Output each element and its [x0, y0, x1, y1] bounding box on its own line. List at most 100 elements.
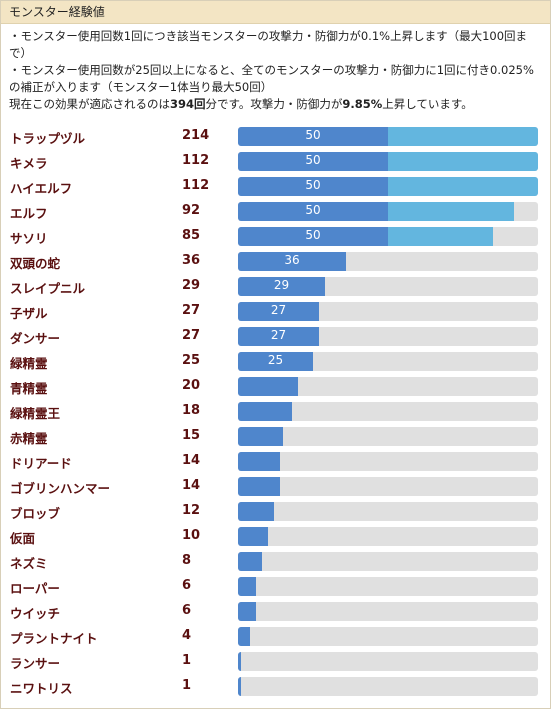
- monster-count: 8: [182, 553, 192, 568]
- monster-row: 緑精霊 25 25: [1, 349, 550, 374]
- monster-count: 12: [182, 503, 201, 518]
- usage-bar: [238, 452, 538, 471]
- usage-bar-secondary: [388, 202, 514, 221]
- monster-row: ウイッチ 6: [1, 599, 550, 624]
- usage-bar-primary: [238, 177, 388, 196]
- usage-bar: [238, 652, 538, 671]
- monster-count: 14: [182, 453, 201, 468]
- usage-bar-primary: [238, 327, 319, 346]
- monster-name: エルフ: [10, 206, 48, 221]
- usage-bar-label: 50: [305, 178, 321, 192]
- monster-count: 29: [182, 278, 201, 293]
- monster-row: ブロッブ 12: [1, 499, 550, 524]
- effect-percent: 9.85%: [342, 97, 383, 111]
- desc-line-3-mid: 分です。攻撃力・防御力が: [205, 97, 343, 111]
- usage-bar: [238, 502, 538, 521]
- monster-name: 青精霊: [10, 381, 48, 396]
- usage-bar-primary: [238, 577, 256, 596]
- usage-bar-primary: [238, 602, 256, 621]
- monster-count: 112: [182, 178, 210, 193]
- monster-name: ゴブリンハンマー: [10, 481, 111, 496]
- desc-line-1: ・モンスター使用回数1回につき該当モンスターの攻撃力・防御力が0.1%上昇します…: [9, 29, 528, 60]
- usage-bar: [238, 577, 538, 596]
- monster-count: 214: [182, 128, 210, 143]
- monster-row: サソリ 85 50: [1, 224, 550, 249]
- monster-name: 子ザル: [10, 306, 48, 321]
- monster-row: ニワトリス 1: [1, 674, 550, 699]
- usage-bar-primary: [238, 252, 346, 271]
- monster-name: ネズミ: [10, 556, 48, 571]
- usage-bar: 27: [238, 327, 538, 346]
- usage-bar-primary: [238, 452, 280, 471]
- usage-bar-primary: [238, 427, 283, 446]
- monster-count: 20: [182, 378, 201, 393]
- desc-line-3-pre: 現在この効果が適応されるのは: [9, 97, 170, 111]
- monster-name: スレイプニル: [10, 281, 86, 296]
- monster-count: 4: [182, 628, 192, 643]
- monster-row: 双頭の蛇 36 36: [1, 249, 550, 274]
- usage-bar-secondary: [388, 227, 493, 246]
- monster-count: 18: [182, 403, 201, 418]
- usage-bar: [238, 552, 538, 571]
- usage-bar-primary: [238, 552, 262, 571]
- desc-line-3: 現在この効果が適応されるのは394回分です。攻撃力・防御力が9.85%上昇してい…: [9, 96, 542, 113]
- usage-bar: [238, 602, 538, 621]
- usage-bar: 36: [238, 252, 538, 271]
- usage-bar-primary: [238, 227, 388, 246]
- monster-count: 6: [182, 603, 192, 618]
- usage-bar: [238, 627, 538, 646]
- monster-name: 仮面: [10, 531, 36, 546]
- monster-count: 27: [182, 303, 201, 318]
- usage-bar: 29: [238, 277, 538, 296]
- usage-bar: [238, 477, 538, 496]
- usage-bar-primary: [238, 352, 313, 371]
- usage-bar-secondary: [388, 152, 538, 171]
- monster-count: 25: [182, 353, 201, 368]
- monster-row: ローパー 6: [1, 574, 550, 599]
- usage-bar: 50: [238, 227, 538, 246]
- monster-row: 青精霊 20: [1, 374, 550, 399]
- monster-count: 85: [182, 228, 201, 243]
- desc-line-2: ・モンスター使用回数が25回以上になると、全てのモンスターの攻撃力・防御力に1回…: [9, 63, 534, 94]
- usage-bar-primary: [238, 527, 268, 546]
- usage-bar: [238, 427, 538, 446]
- desc-line-3-post: 上昇しています。: [382, 97, 473, 111]
- usage-bar-label: 50: [305, 228, 321, 242]
- usage-bar-secondary: [388, 177, 538, 196]
- monster-name: 緑精霊王: [10, 406, 61, 421]
- usage-bar-label: 50: [305, 203, 321, 217]
- usage-bar-primary: [238, 502, 274, 521]
- monster-count: 6: [182, 578, 192, 593]
- usage-bar-primary: [238, 677, 241, 696]
- monster-row: スレイプニル 29 29: [1, 274, 550, 299]
- monster-row: プラントナイト 4: [1, 624, 550, 649]
- usage-bar-label: 27: [270, 303, 287, 317]
- monster-count: 112: [182, 153, 210, 168]
- monster-name: ローパー: [10, 581, 60, 596]
- usage-bar: 50: [238, 152, 538, 171]
- usage-bar-label: 25: [267, 353, 284, 367]
- usage-bar: 50: [238, 127, 538, 146]
- monster-name: プラントナイト: [10, 631, 98, 646]
- usage-bar-primary: [238, 652, 241, 671]
- monster-name: キメラ: [10, 156, 48, 171]
- monster-name: 緑精霊: [10, 356, 48, 371]
- monster-count: 27: [182, 328, 201, 343]
- usage-bar: 27: [238, 302, 538, 321]
- monster-name: ランサー: [10, 656, 61, 671]
- monster-count: 1: [182, 653, 192, 668]
- usage-bar-primary: [238, 627, 250, 646]
- monster-count: 92: [182, 203, 201, 218]
- monster-name: ブロッブ: [10, 506, 61, 521]
- usage-bar: [238, 677, 538, 696]
- usage-bar: 50: [238, 177, 538, 196]
- usage-bar-label: 50: [305, 153, 321, 167]
- usage-bar-label: 29: [273, 278, 290, 292]
- monster-name: 赤精霊: [10, 431, 48, 446]
- usage-bar: 25: [238, 352, 538, 371]
- usage-bar-secondary: [388, 127, 538, 146]
- monster-row: ゴブリンハンマー 14: [1, 474, 550, 499]
- monster-row: ランサー 1: [1, 649, 550, 674]
- usage-bar-primary: [238, 402, 292, 421]
